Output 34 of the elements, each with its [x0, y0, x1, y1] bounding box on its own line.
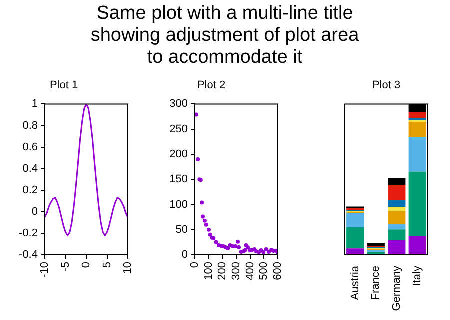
text: Same plot with a multi-line title showing adjustment of plot area to accommodate it	[90, 3, 360, 70]
y-tick-label: 250	[170, 123, 188, 136]
x-tick-label: 300	[230, 262, 243, 280]
y-tick-label: 0.2	[22, 184, 38, 196]
x-tick-label: 5	[101, 262, 114, 268]
y-tick-label: 200	[170, 148, 188, 160]
x-tick-label: France	[370, 266, 382, 300]
x-tick-label: Italy	[412, 266, 424, 286]
x-tick-label: 0	[189, 262, 202, 268]
x-tick-label: 10	[122, 262, 134, 274]
y-tick-label: 100	[170, 198, 188, 211]
y-tick-label: 300	[170, 98, 188, 110]
x-tick-label: 400	[244, 262, 256, 280]
x-tick-label: -5	[60, 262, 72, 272]
x-tick-label: 500	[258, 262, 270, 280]
y-tick-label: 150	[170, 174, 188, 186]
chart-title: Plot 3	[372, 80, 401, 92]
y-tick-label: 0.4	[22, 162, 38, 175]
y-tick-label: 0	[32, 206, 38, 218]
x-tick-label: -10	[39, 262, 52, 278]
y-tick-label: 0.8	[22, 120, 38, 132]
x-tick-label: 200	[216, 262, 229, 280]
y-tick-label: 50	[176, 224, 188, 236]
x-tick-label: 0	[80, 262, 93, 268]
x-tick-label: Germany	[390, 266, 403, 312]
chart-title: Plot 1	[50, 80, 78, 92]
y-tick-label: -0.2	[19, 227, 38, 240]
chart-title: Plot 2	[197, 80, 226, 92]
x-tick-label: 600	[272, 262, 284, 280]
x-tick-label: Austria	[349, 265, 362, 300]
y-tick-label: -0.4	[19, 249, 38, 262]
y-tick-label: 1	[32, 98, 38, 110]
x-tick-label: 100	[202, 262, 215, 280]
y-tick-label: 0.6	[22, 141, 38, 154]
